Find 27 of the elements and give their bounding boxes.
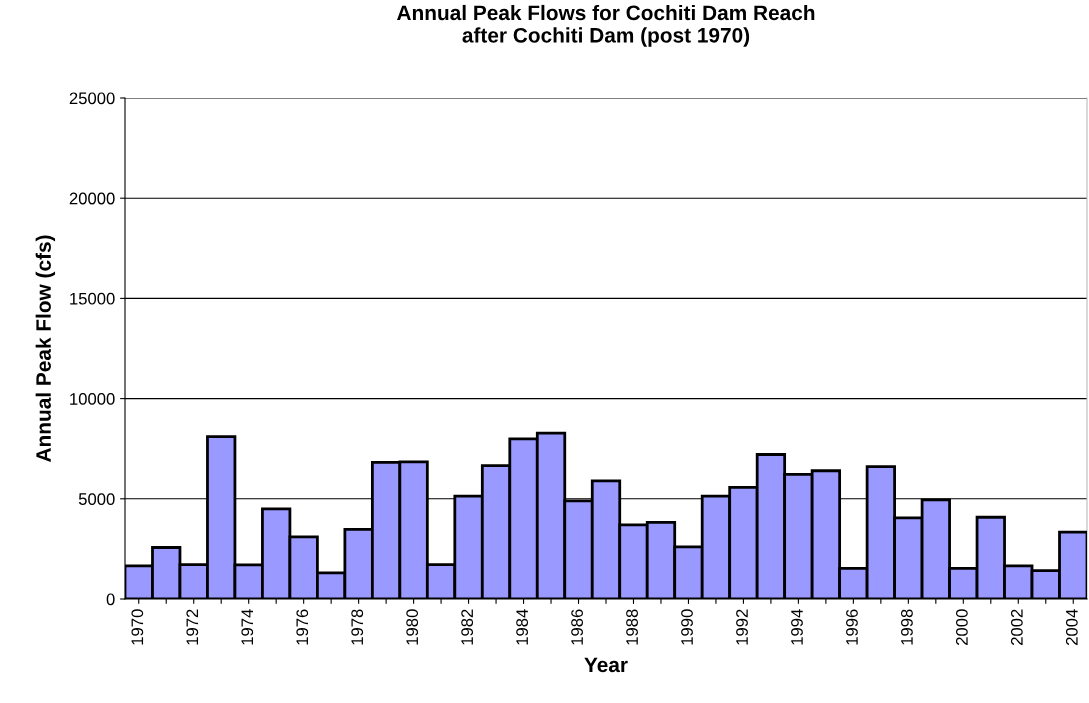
x-tick-label: 1970 bbox=[131, 609, 144, 645]
chart-title: Annual Peak Flows for Cochiti Dam Reach after Cochiti Dam (post 1970) bbox=[397, 4, 815, 47]
y-tick-label: 5000 bbox=[78, 493, 115, 505]
y-tick-label: 10000 bbox=[70, 393, 115, 405]
x-tick-label: 1994 bbox=[791, 609, 803, 645]
x-tick-label: 1986 bbox=[571, 609, 583, 645]
y-tick-label: 25000 bbox=[69, 92, 115, 105]
x-tick-label: 1980 bbox=[406, 609, 419, 645]
x-tick-label: 2004 bbox=[1065, 609, 1078, 645]
y-axis-title: Annual Peak Flow (cfs) bbox=[35, 235, 56, 462]
x-tick-label: 1988 bbox=[626, 609, 638, 645]
x-tick-label: 1978 bbox=[351, 609, 364, 645]
x-tick-label: 1982 bbox=[461, 609, 474, 645]
x-tick-label: 1984 bbox=[516, 609, 529, 645]
x-tick-label: 2002 bbox=[1010, 609, 1023, 645]
x-tick-label: 1972 bbox=[186, 609, 199, 645]
x-tick-label: 1992 bbox=[736, 609, 748, 645]
y-tick-label: 0 bbox=[106, 593, 115, 606]
y-tick-label: 20000 bbox=[69, 192, 115, 205]
x-tick-label: 1998 bbox=[901, 609, 913, 645]
x-tick-label: 1996 bbox=[846, 609, 858, 645]
x-tick-label: 1976 bbox=[296, 609, 309, 645]
x-tick-label: 1974 bbox=[241, 609, 254, 645]
y-tick-label: 15000 bbox=[70, 292, 115, 305]
x-axis-title: Year bbox=[584, 657, 628, 673]
x-tick-label: 1990 bbox=[681, 609, 693, 645]
x-tick-label: 2000 bbox=[955, 609, 968, 645]
